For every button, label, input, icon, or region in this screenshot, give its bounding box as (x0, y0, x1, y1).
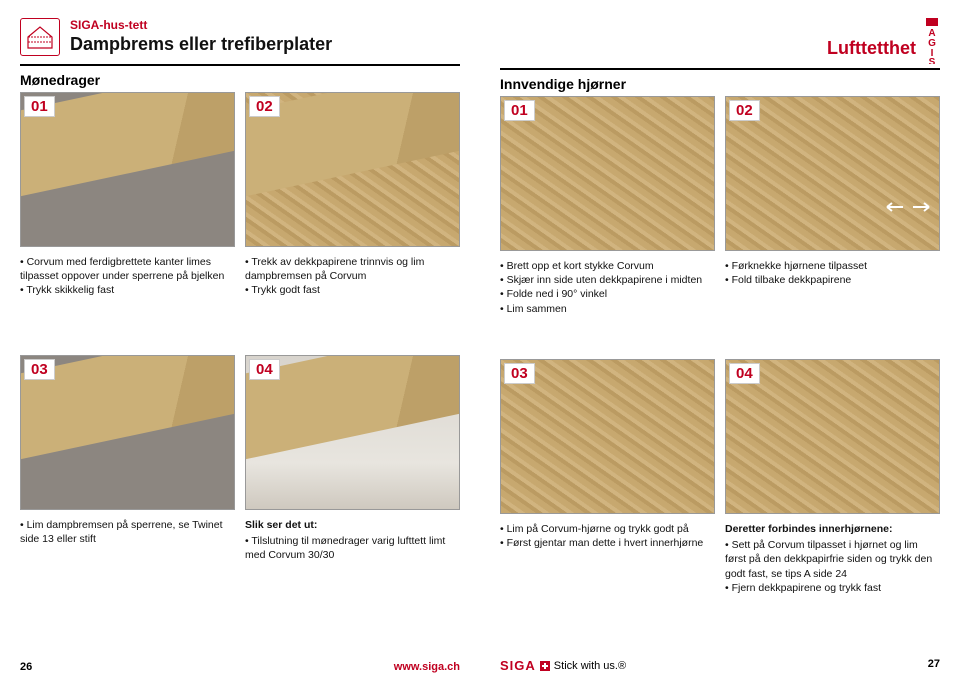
siga-logo-icon: A G I S (924, 18, 940, 64)
caption-line: Lim på Corvum-hjørne og trykk godt på (500, 522, 715, 536)
caption-line: Førknekke hjørnene tilpasset (725, 259, 940, 273)
caption-line: Brett opp et kort stykke Corvum (500, 259, 715, 273)
caption-line: Først gjentar man dette i hvert innerhjø… (500, 536, 715, 550)
photo-row-bottom: 03 04 (20, 355, 460, 510)
photo-row-top: 01 02 (20, 92, 460, 247)
page-number: 26 (20, 661, 32, 673)
caption: Slik ser det ut: Tilslutning til mønedra… (245, 518, 460, 618)
step-number: 04 (249, 359, 280, 380)
section-heading: Mønedrager (20, 72, 460, 88)
caption-line: Lim sammen (500, 302, 715, 316)
step-number: 01 (24, 96, 55, 117)
caption: Lim dampbremsen på sperrene, se Twinet s… (20, 518, 235, 618)
svg-text:S: S (929, 57, 936, 64)
caption: Førknekke hjørnene tilpasset Fold tilbak… (725, 259, 940, 359)
caption-line: Fjern dekkpapirene og trykk fast (725, 581, 940, 595)
caption-lead: Deretter forbindes innerhjørnene: (725, 523, 892, 535)
section-heading: Innvendige hjørner (500, 76, 940, 92)
caption: Deretter forbindes innerhjørnene: Sett p… (725, 522, 940, 622)
flag-icon (540, 661, 550, 671)
left-page: SIGA-hus-tett Dampbrems eller trefiberpl… (0, 0, 480, 685)
caption: Trekk av dekkpapirene trinnvis og lim da… (245, 255, 460, 355)
caption-line: Sett på Corvum tilpasset i hjørnet og li… (725, 538, 940, 581)
caption-line: Trekk av dekkpapirene trinnvis og lim da… (245, 255, 460, 283)
footer: 26 www.siga.ch (20, 661, 460, 673)
caption: Lim på Corvum-hjørne og trykk godt på Fø… (500, 522, 715, 622)
caption-line: Trykk skikkelig fast (20, 283, 235, 297)
footer-url: www.siga.ch (394, 661, 460, 673)
house-icon (20, 18, 60, 56)
footer: SIGA Stick with us.® 27 (500, 658, 940, 673)
caption-line: Lim dampbremsen på sperrene, se Twinet s… (20, 518, 235, 546)
footer-brand: SIGA Stick with us.® (500, 658, 626, 673)
divider (20, 64, 460, 66)
step-number: 01 (504, 100, 535, 121)
divider (500, 68, 940, 70)
caption-lead: Slik ser det ut: (245, 519, 317, 531)
caption-row: Lim på Corvum-hjørne og trykk godt på Fø… (500, 522, 940, 622)
right-page: Lufttetthet A G I S Innvendige hjørner 0… (480, 0, 960, 685)
caption-line: Trykk godt fast (245, 283, 460, 297)
page-number: 27 (928, 658, 940, 673)
right-header: Lufttetthet A G I S (827, 18, 940, 64)
caption-line: Tilslutning til mønedrager varig lufttet… (245, 534, 460, 562)
caption-row: Corvum med ferdigbrettete kanter limes t… (20, 255, 460, 355)
right-header-label: Lufttetthet (827, 38, 916, 59)
caption-line: Folde ned i 90° vinkel (500, 287, 715, 301)
caption-line: Corvum med ferdigbrettete kanter limes t… (20, 255, 235, 283)
step-number: 02 (249, 96, 280, 117)
photo-row-bottom: 03 04 (500, 359, 940, 514)
step-number: 04 (729, 363, 760, 384)
caption-line: Skjær inn side uten dekkpapirene i midte… (500, 273, 715, 287)
photo-row-top: 01 02 (500, 96, 940, 251)
step-number: 03 (504, 363, 535, 384)
pretitle: SIGA-hus-tett (70, 18, 460, 32)
footer-slogan: Stick with us.® (554, 660, 626, 672)
siga-wordmark: SIGA (500, 658, 536, 673)
step-number: 03 (24, 359, 55, 380)
caption-row: Brett opp et kort stykke Corvum Skjær in… (500, 259, 940, 359)
caption-line: Fold tilbake dekkpapirene (725, 273, 940, 287)
caption: Brett opp et kort stykke Corvum Skjær in… (500, 259, 715, 359)
caption: Corvum med ferdigbrettete kanter limes t… (20, 255, 235, 355)
fold-arrows-icon (885, 201, 931, 213)
page-title: Dampbrems eller trefiberplater (70, 34, 460, 55)
caption-row: Lim dampbremsen på sperrene, se Twinet s… (20, 518, 460, 618)
header: SIGA-hus-tett Dampbrems eller trefiberpl… (20, 18, 460, 56)
step-number: 02 (729, 100, 760, 121)
